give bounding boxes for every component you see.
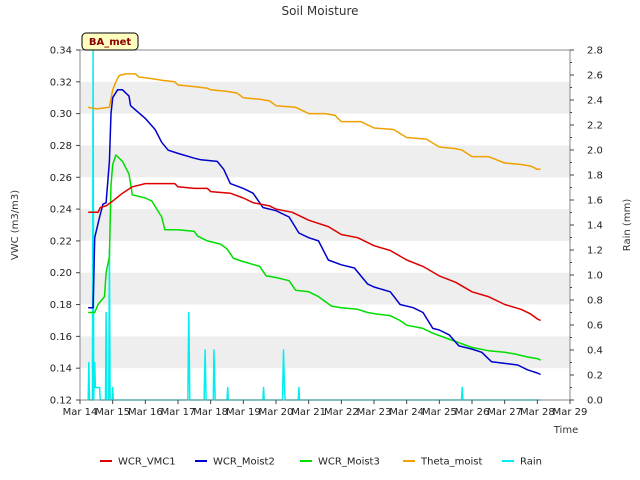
background-band	[80, 272, 570, 305]
series-layer	[87, 49, 541, 401]
y-tick-label: 0.22	[50, 236, 72, 247]
badge-box	[81, 32, 139, 51]
left-axis-ticks: 0.12 0.14 0.16 0.18 0.20 0.22 0.24 0.26 0.28 0.30…	[50, 46, 80, 407]
x-tick-label: Mar 25	[422, 407, 457, 418]
y2-tick-label: 2.0	[587, 146, 603, 157]
x-tick-label: Mar 17	[161, 407, 196, 418]
x-tick-label: Mar 19	[226, 407, 261, 418]
legend-label: WCR_Moist2	[213, 457, 275, 468]
y-tick-label: 0.16	[50, 332, 72, 343]
y2-tick-label: 0.2	[587, 371, 603, 382]
y-tick-label: 0.28	[50, 141, 72, 152]
legend-label: Theta_moist	[420, 457, 482, 468]
x-tick-label: Mar 21	[291, 407, 326, 418]
x-tick-label: Mar 23	[357, 407, 392, 418]
x-tick-label: Mar 24	[389, 407, 424, 418]
y2-tick-label: 2.4	[587, 96, 603, 107]
y-tick-label: 0.32	[50, 77, 72, 88]
legend-label: Rain	[520, 457, 542, 468]
y2-tick-label: 1.2	[587, 246, 603, 257]
right-axis-ticks: 0.0 0.2 0.4 0.6 0.8 1.0 1.2 1.4 1.6 1.8 2.0 2.2 2.4 2…	[570, 46, 603, 407]
y2-tick-label: 2.2	[587, 121, 603, 132]
plot-background-bands	[80, 81, 570, 369]
y2-axis-label: Rain (mm)	[622, 199, 633, 252]
x-tick-label: Mar 28	[520, 407, 555, 418]
x-tick-label: Mar 20	[259, 407, 294, 418]
chart-title: Soil Moisture	[281, 4, 358, 18]
station-badge: BA_met	[81, 32, 139, 51]
legend: WCR_VMC1 WCR_Moist2 WCR_Moist3 Theta_moist R…	[100, 457, 542, 468]
y2-tick-label: 0.4	[587, 346, 603, 357]
y2-tick-label: 1.8	[587, 171, 603, 182]
y-tick-label: 0.12	[50, 396, 72, 407]
x-tick-label: Mar 22	[324, 407, 359, 418]
y-tick-label: 0.20	[50, 268, 72, 279]
background-band	[80, 145, 570, 178]
y2-tick-label: 2.6	[587, 71, 603, 82]
y-tick-label: 0.26	[50, 173, 72, 184]
legend-item-wcr-vmc1: WCR_VMC1	[100, 457, 176, 468]
legend-label: WCR_Moist3	[318, 457, 380, 468]
series-line-theta-moist	[88, 73, 541, 171]
y-tick-label: 0.30	[50, 109, 72, 120]
y2-tick-label: 1.4	[587, 221, 603, 232]
y-tick-label: 0.14	[50, 364, 72, 375]
series-line-rain	[87, 49, 541, 401]
y2-tick-label: 1.6	[587, 196, 603, 207]
legend-item-rain: Rain	[502, 457, 542, 468]
y2-tick-label: 2.8	[587, 46, 603, 57]
legend-label: WCR_VMC1	[118, 457, 176, 468]
y2-tick-label: 0.0	[587, 396, 603, 407]
x-tick-label: Mar 15	[95, 407, 130, 418]
y-tick-label: 0.34	[50, 46, 72, 57]
y-tick-label: 0.18	[50, 300, 72, 311]
badge-label: BA_met	[89, 37, 132, 48]
y2-tick-label: 0.6	[587, 321, 603, 332]
y2-tick-label: 0.8	[587, 296, 603, 307]
series-line-wcr-moist2	[88, 89, 541, 376]
x-tick-label: Mar 26	[455, 407, 490, 418]
x-tick-label: Mar 18	[193, 407, 228, 418]
y2-tick-label: 1.0	[587, 271, 603, 282]
x-tick-label: Mar 29	[553, 407, 588, 418]
x-axis-label: Time	[553, 425, 578, 436]
y-axis-label: VWC (m3/m3)	[10, 190, 21, 260]
y-tick-label: 0.24	[50, 205, 72, 216]
legend-item-theta-moist: Theta_moist	[403, 457, 482, 468]
legend-item-wcr-moist3: WCR_Moist3	[300, 457, 380, 468]
series-line-wcr-moist3	[88, 154, 541, 361]
x-tick-label: Mar 14	[63, 407, 98, 418]
series-line-wcr-vmc1	[88, 182, 541, 322]
x-tick-label: Mar 27	[487, 407, 522, 418]
background-band	[80, 81, 570, 114]
legend-item-wcr-moist2: WCR_Moist2	[195, 457, 275, 468]
background-band	[80, 336, 570, 369]
x-tick-label: Mar 16	[128, 407, 163, 418]
